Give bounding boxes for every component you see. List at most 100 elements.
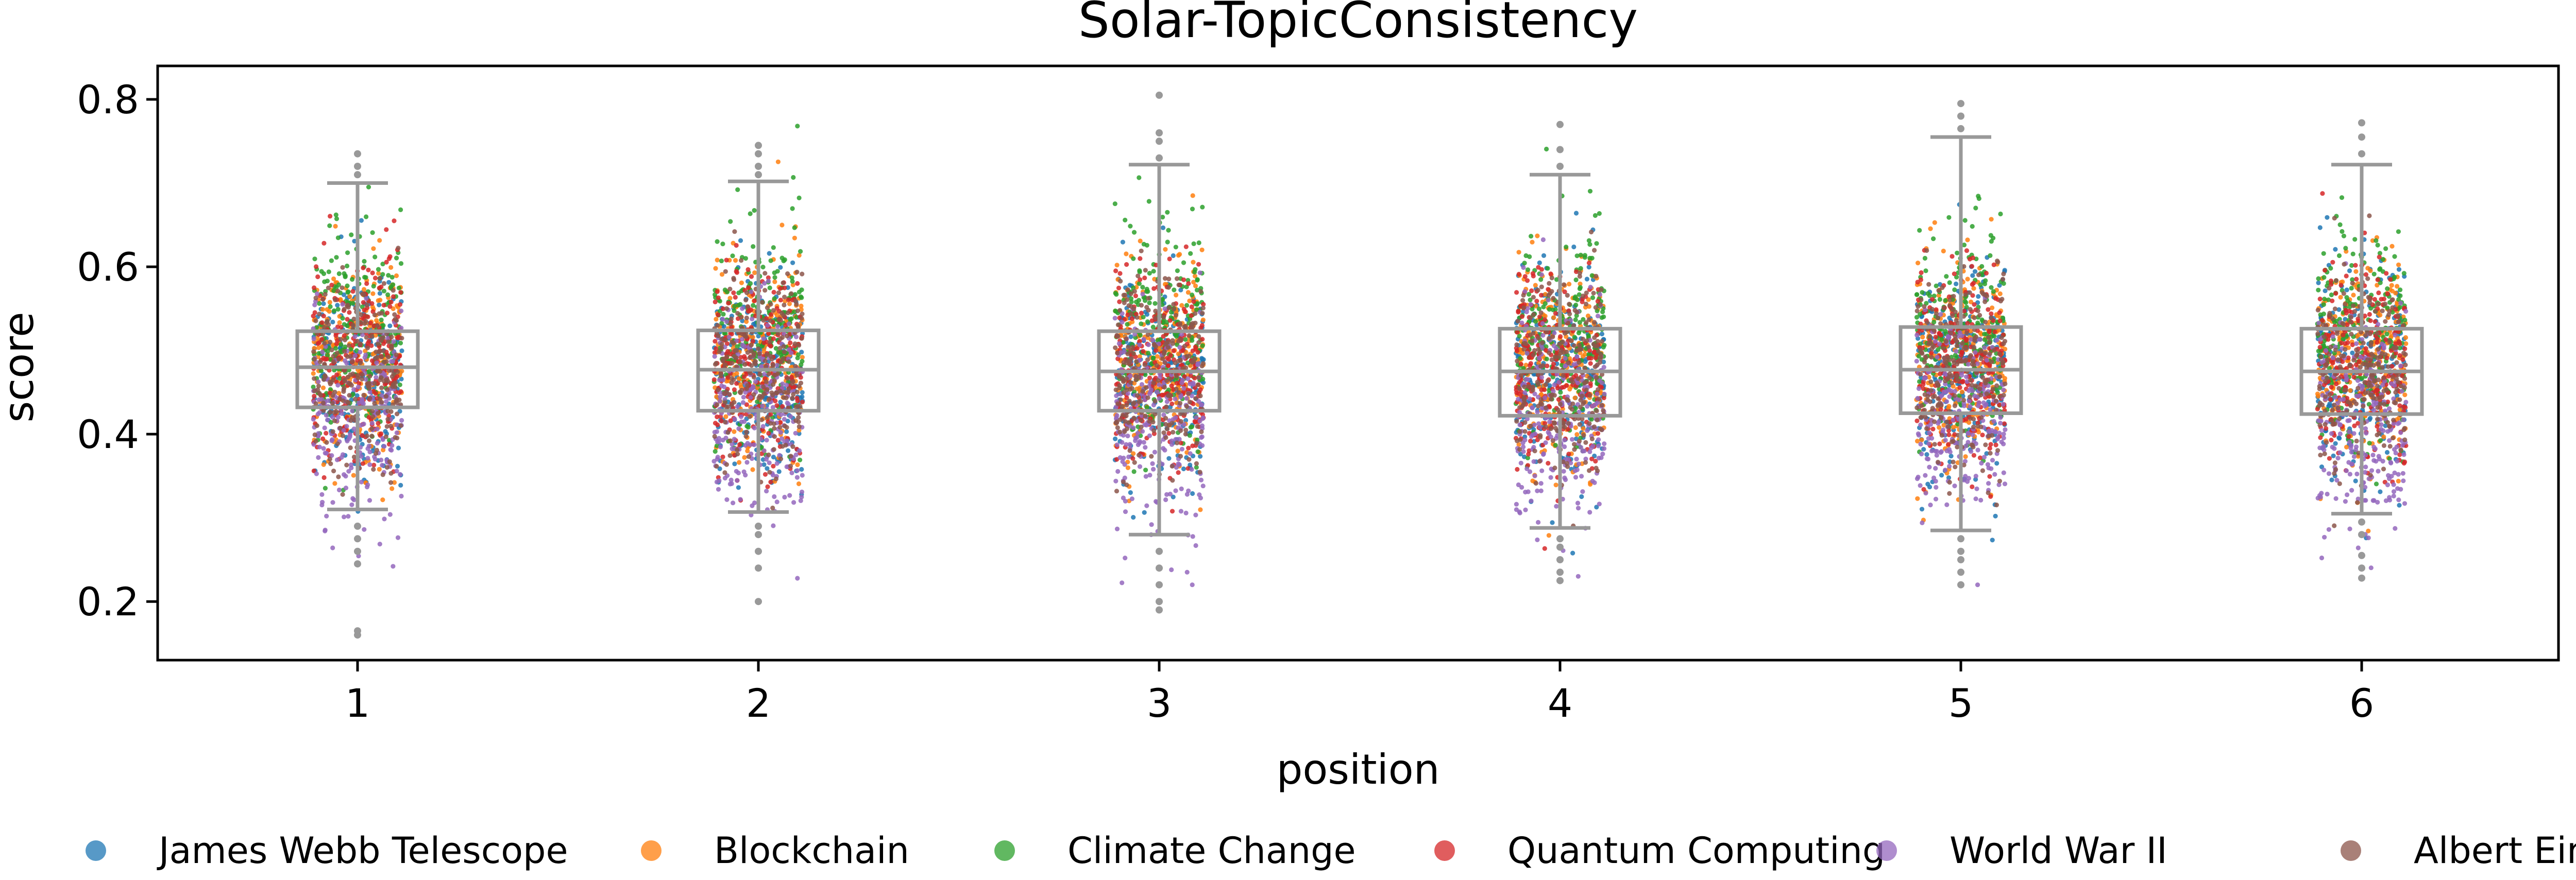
strip-point bbox=[317, 312, 322, 317]
strip-point bbox=[346, 343, 351, 348]
strip-point bbox=[1174, 276, 1180, 281]
strip-point bbox=[787, 359, 792, 364]
strip-point bbox=[770, 405, 775, 410]
strip-point bbox=[378, 369, 383, 374]
strip-point bbox=[345, 317, 350, 322]
strip-point bbox=[1528, 438, 1533, 444]
strip-point bbox=[376, 271, 381, 276]
strip-point bbox=[323, 292, 328, 297]
strip-point bbox=[1147, 300, 1152, 305]
strip-point bbox=[1199, 434, 1205, 439]
strip-point bbox=[1188, 251, 1193, 256]
strip-point bbox=[1147, 433, 1152, 438]
strip-point bbox=[782, 494, 787, 500]
strip-point bbox=[1599, 332, 1604, 337]
strip-point bbox=[759, 364, 764, 369]
strip-point bbox=[1184, 396, 1189, 401]
strip-point bbox=[398, 340, 403, 346]
strip-point bbox=[1553, 311, 1558, 316]
strip-point bbox=[717, 466, 722, 472]
strip-point bbox=[391, 371, 396, 376]
strip-point bbox=[386, 355, 391, 360]
strip-point bbox=[739, 337, 745, 342]
strip-point bbox=[772, 270, 777, 275]
strip-point bbox=[372, 275, 378, 281]
strip-point bbox=[1117, 429, 1123, 435]
strip-point bbox=[719, 383, 724, 388]
strip-point bbox=[1125, 465, 1130, 471]
strip-point bbox=[1134, 393, 1140, 398]
strip-point bbox=[1128, 334, 1133, 339]
strip-point bbox=[722, 470, 727, 475]
strip-point bbox=[343, 486, 349, 491]
strip-point bbox=[1181, 306, 1187, 312]
strip-point bbox=[312, 285, 317, 290]
strip-point bbox=[1196, 240, 1201, 246]
strip-point bbox=[714, 443, 719, 448]
strip-point bbox=[1186, 281, 1191, 286]
strip-point bbox=[767, 460, 772, 465]
strip-point bbox=[1514, 290, 1519, 295]
strip-point bbox=[772, 378, 777, 383]
strip-point bbox=[1123, 292, 1128, 298]
strip-point bbox=[1588, 361, 1593, 366]
strip-point bbox=[749, 342, 754, 348]
strip-point bbox=[331, 354, 336, 359]
strip-point bbox=[377, 311, 382, 316]
strip-point bbox=[722, 362, 727, 367]
strip-point bbox=[334, 255, 339, 260]
strip-point bbox=[387, 323, 393, 329]
strip-point bbox=[329, 453, 334, 458]
strip-point bbox=[786, 297, 791, 302]
strip-point bbox=[394, 430, 399, 436]
strip-point bbox=[398, 423, 403, 428]
strip-point bbox=[1171, 429, 1176, 435]
strip-point bbox=[793, 334, 799, 339]
strip-point bbox=[350, 408, 355, 413]
strip-point bbox=[1147, 473, 1153, 478]
strip-point bbox=[1161, 430, 1166, 435]
strip-point bbox=[1170, 509, 1175, 514]
strip-point bbox=[1143, 372, 1148, 377]
strip-point bbox=[718, 394, 723, 400]
strip-point bbox=[772, 434, 777, 439]
strip-point bbox=[1127, 448, 1132, 453]
strip-point bbox=[740, 332, 745, 337]
strip-point bbox=[1178, 394, 1183, 400]
strip-point bbox=[340, 265, 345, 270]
strip-point bbox=[1117, 315, 1122, 321]
strip-point bbox=[733, 258, 738, 263]
strip-point bbox=[341, 398, 346, 403]
strip-point bbox=[784, 333, 790, 339]
strip-point bbox=[718, 371, 723, 376]
strip-point bbox=[324, 412, 329, 418]
strip-point bbox=[1198, 454, 1203, 459]
strip-point bbox=[762, 472, 768, 477]
strip-point bbox=[312, 388, 317, 393]
strip-point bbox=[1190, 348, 1195, 353]
strip-point bbox=[1515, 348, 1520, 353]
strip-point bbox=[762, 281, 767, 286]
strip-point bbox=[1120, 580, 1125, 585]
strip-point bbox=[1151, 269, 1156, 274]
strip-point bbox=[1162, 447, 1167, 453]
strip-point bbox=[786, 448, 791, 453]
strip-point bbox=[1200, 484, 1206, 489]
strip-point bbox=[799, 303, 804, 308]
strip-point bbox=[751, 392, 756, 397]
strip-point bbox=[330, 545, 335, 550]
strip-point bbox=[1200, 443, 1205, 448]
strip-point bbox=[717, 399, 722, 404]
strip-point bbox=[1183, 323, 1188, 329]
strip-point bbox=[381, 323, 386, 328]
strip-point bbox=[395, 436, 400, 441]
strip-point bbox=[386, 273, 391, 278]
strip-point bbox=[1189, 304, 1194, 309]
strip-point bbox=[1127, 283, 1132, 288]
strip-point bbox=[1593, 355, 1598, 360]
strip-point bbox=[1518, 361, 1523, 367]
strip-point bbox=[787, 493, 792, 498]
strip-point bbox=[1566, 452, 1571, 457]
strip-point bbox=[1179, 446, 1184, 452]
